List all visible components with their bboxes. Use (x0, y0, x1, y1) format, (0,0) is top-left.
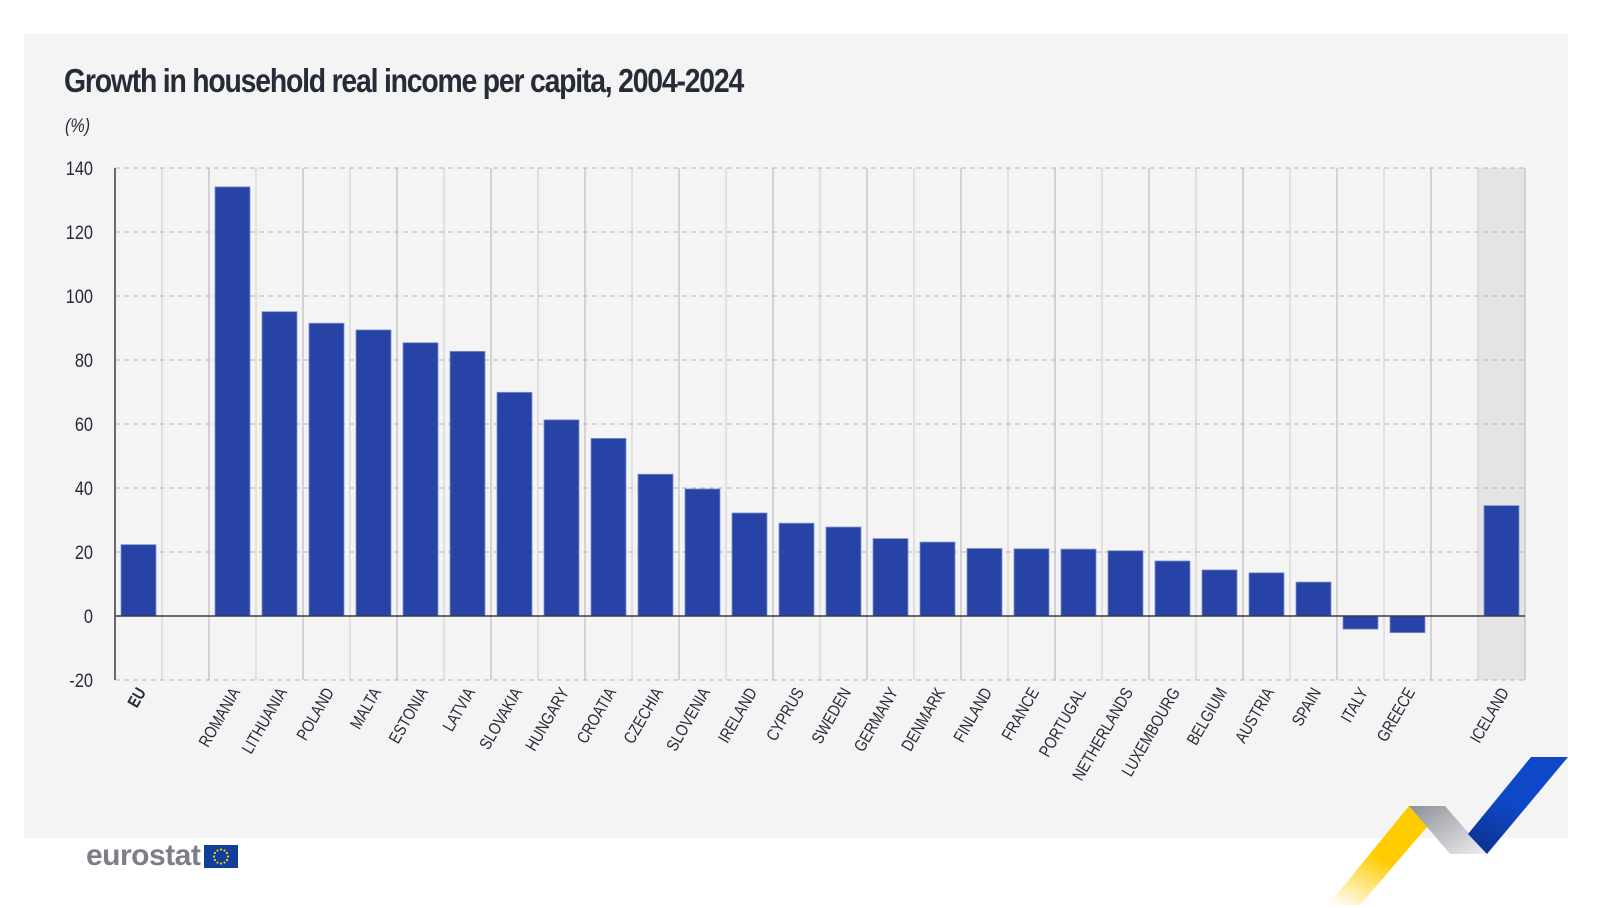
chart-title: Growth in household real income per capi… (64, 62, 744, 99)
y-tick-label: -20 (69, 670, 93, 691)
bar (261, 311, 298, 617)
flag-star (216, 848, 219, 852)
bar (1201, 569, 1238, 617)
eurostat-logo-text: eurostat (86, 839, 201, 872)
bar (1013, 548, 1050, 617)
y-tick-label: 0 (84, 606, 93, 627)
bar (543, 419, 580, 617)
flag-star (223, 848, 226, 852)
bar (496, 391, 533, 617)
flag-star (213, 854, 216, 858)
flag-star (214, 851, 217, 854)
bars (120, 186, 1520, 634)
bar (637, 473, 674, 617)
y-tick-label: 60 (75, 414, 93, 435)
bar (590, 437, 627, 617)
bar (308, 322, 345, 617)
ribbon-yellow (1328, 806, 1445, 905)
flag-star (223, 860, 226, 864)
bar (402, 342, 439, 617)
bar (1154, 560, 1191, 617)
y-tick-labels: 140 120 100 80 60 40 20 0 -20 (66, 158, 93, 691)
bar (449, 350, 486, 617)
flag-star (220, 861, 223, 865)
bar (214, 186, 251, 617)
y-tick-label: 140 (66, 158, 93, 179)
bar (778, 522, 815, 617)
ribbon-gray (1409, 806, 1487, 854)
y-tick-label: 120 (66, 222, 93, 243)
bar (120, 544, 157, 617)
y-tick-label: 80 (75, 350, 93, 371)
bar (355, 329, 392, 617)
eu-flag-icon (204, 844, 239, 868)
flag-star (216, 860, 219, 864)
flag-star (220, 847, 223, 851)
flag-star (226, 851, 229, 854)
bar (1295, 581, 1332, 617)
flag-star (227, 854, 230, 858)
ribbon-blue (1468, 757, 1568, 854)
bar (966, 548, 1003, 617)
flag-star (226, 858, 229, 861)
y-tick-label: 100 (66, 286, 93, 307)
horizontal-gridlines (115, 167, 1525, 681)
y-tick-label: 20 (75, 542, 93, 563)
flag-star (214, 858, 217, 861)
bar (731, 512, 768, 617)
eurostat-logo: eurostat (86, 838, 239, 874)
bar (1107, 550, 1144, 617)
y-tick-label: 40 (75, 478, 93, 499)
y-axis-unit-label: (%) (65, 116, 91, 137)
bar (1248, 572, 1285, 617)
bar (684, 488, 721, 617)
bar (1483, 505, 1520, 617)
axes (114, 168, 1525, 680)
